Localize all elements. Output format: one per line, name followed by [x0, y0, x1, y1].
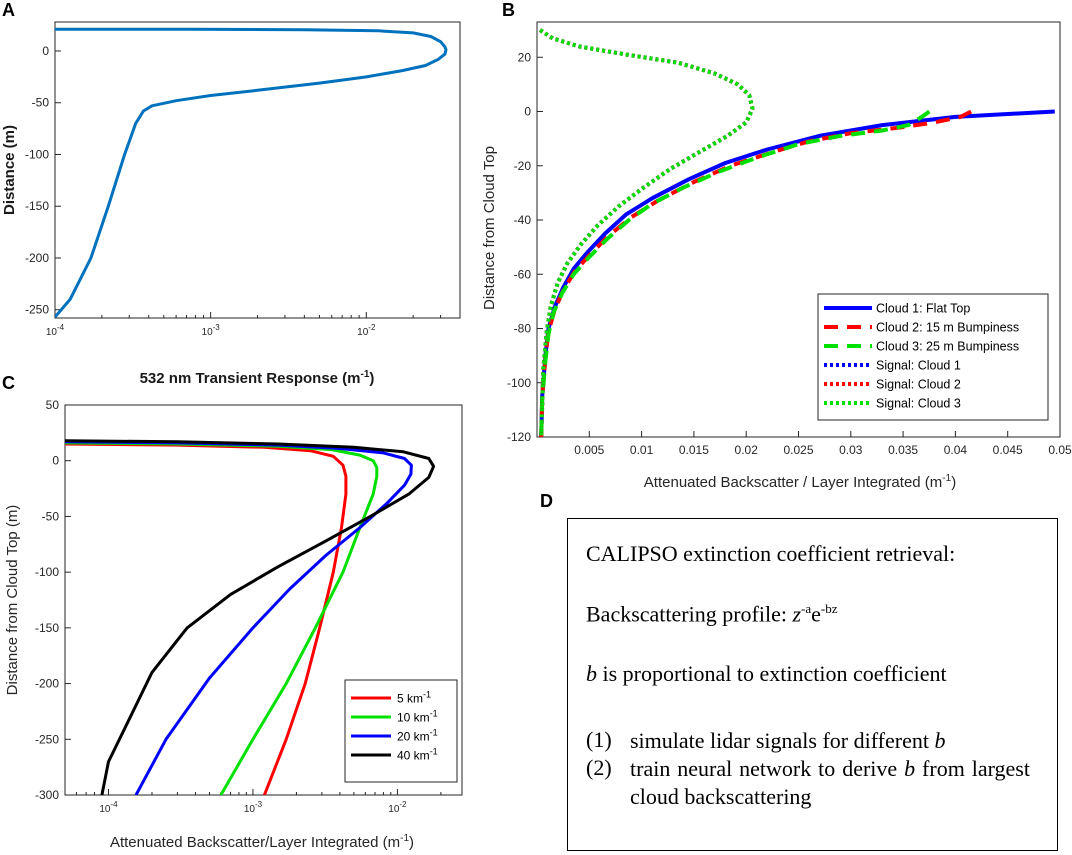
y-tick-label: -80 — [514, 322, 532, 336]
item-1-number: (1) — [586, 727, 612, 752]
x-axis-label-a: 532 nm Transient Response (m-1) — [140, 369, 375, 387]
x-tick-label: 10-2 — [357, 323, 376, 338]
y-tick-label: -200 — [25, 251, 49, 265]
b-statement-text: is proportional to extinction coefficien… — [597, 661, 947, 686]
y-tick-label: -100 — [507, 376, 531, 390]
y-tick-label: -120 — [507, 430, 531, 444]
y-tick-label: -60 — [514, 267, 532, 281]
x-tick-label: 0.03 — [839, 443, 863, 457]
b-variable: b — [586, 661, 597, 686]
y-tick-label: 0 — [52, 454, 59, 468]
series-line-b-3 — [539, 109, 931, 437]
legend-c: 5 km-1 10 km-1 20 km-1 40 km-1 — [344, 679, 458, 783]
y-tick-label: -150 — [35, 621, 59, 635]
y-tick-label: -50 — [42, 509, 60, 523]
x-tick-label: 0.015 — [679, 443, 709, 457]
y-tick-label: -150 — [25, 199, 49, 213]
panel-letter-a: A — [2, 0, 15, 20]
item-2-body-b: from largest cloud backscattering — [630, 756, 1030, 809]
item-1-text: simulate lidar signals for different b — [630, 727, 1030, 755]
legend-label-3: Cloud 3: 25 m Bumpiness — [876, 340, 1019, 354]
chart-b: 0.005 0.01 0.015 0.02 0.025 0.03 0.035 0.04 0.04… — [481, 21, 1072, 491]
axes-box-a — [54, 21, 461, 319]
y-tick-label: 0 — [524, 105, 531, 119]
panel-letter-c: C — [2, 373, 15, 393]
y-tick-label: -250 — [25, 303, 49, 317]
x-tick-label: 0.045 — [993, 443, 1023, 457]
legend-label-5: Signal: Cloud 2 — [876, 378, 961, 392]
panel-d-title: CALIPSO extinction coefficient retrieval… — [586, 541, 956, 566]
x-axis-label-c: Attenuated Backscatter/Layer Integrated … — [110, 833, 414, 851]
y-tick-label: -200 — [35, 677, 59, 691]
panel-letter-d: D — [540, 491, 553, 511]
legend-label-1: Cloud 1: Flat Top — [876, 302, 970, 316]
x-tick-label: 10-4 — [46, 323, 65, 338]
item-2-var: b — [904, 756, 916, 781]
profile-e: e — [811, 601, 821, 627]
panel-letter-b: B — [502, 0, 515, 20]
x-tick-label: 10-4 — [99, 800, 118, 815]
profile-exp-bz: -bz — [820, 601, 838, 616]
legend-label-4: Signal: Cloud 1 — [876, 359, 961, 373]
x-tick-label: 10-3 — [202, 323, 221, 338]
legend-label-1: 5 km-1 — [397, 690, 431, 706]
y-tick-label: 50 — [46, 398, 60, 412]
y-tick-label: -250 — [35, 732, 59, 746]
item-2-body-a: train neural network to derive — [630, 756, 905, 781]
series-line-a-1 — [55, 27, 448, 318]
y-tick-label: -100 — [25, 147, 49, 161]
legend-label-2: Cloud 2: 15 m Bumpiness — [876, 321, 1019, 335]
legend-b: Cloud 1: Flat Top Cloud 2: 15 m Bumpiness… — [817, 293, 1049, 421]
x-tick-label: 0.04 — [944, 443, 968, 457]
series-line-c-2 — [65, 441, 379, 795]
chart-c: 10-4 10-3 10-2 50 0 -50 -100 -150 -200 -250 -300 At… — [4, 398, 463, 851]
profile-exp-a: -a — [801, 601, 812, 616]
item-1-body: simulate lidar signals for different — [630, 728, 935, 753]
y-tick-label: 0 — [42, 44, 49, 58]
legend-label-3: 20 km-1 — [397, 728, 438, 744]
series-line-b-4 — [539, 28, 755, 437]
legend-label-2: 10 km-1 — [397, 709, 438, 725]
y-tick-label: 20 — [518, 50, 532, 64]
item-1-var: b — [934, 728, 946, 753]
series-line-b-5 — [539, 28, 755, 437]
item-2-text: train neural network to derive b from la… — [630, 755, 1030, 811]
y-axis-label-b: Distance from Cloud Top — [481, 146, 498, 310]
x-tick-label: 0.005 — [574, 443, 604, 457]
y-tick-label: -40 — [514, 213, 532, 227]
y-tick-label: -50 — [32, 96, 50, 110]
axes-box-c — [64, 404, 463, 796]
legend-label-4: 40 km-1 — [397, 747, 438, 763]
x-axis-label-b: Attenuated Backscatter / Layer Integrate… — [644, 473, 956, 491]
legend-label-6: Signal: Cloud 3 — [876, 397, 961, 411]
chart-a: 10-4 10-3 10-2 0 -50 -100 -150 -200 -250 532 nm T… — [1, 21, 461, 387]
y-tick-label: -100 — [35, 565, 59, 579]
item-2-number: (2) — [586, 755, 612, 780]
y-axis-label-a: Distance (m) — [1, 125, 18, 215]
x-tick-label: 10-3 — [244, 800, 263, 815]
panel-d-b-statement: b is proportional to extinction coeffici… — [586, 661, 947, 687]
panel-d-profile: Backscattering profile: z-ae-bz — [586, 601, 838, 627]
x-tick-label: 0.02 — [735, 443, 759, 457]
profile-z: z — [792, 601, 802, 627]
panel-d-textbox: CALIPSO extinction coefficient retrieval… — [567, 518, 1058, 851]
x-tick-label: 0.025 — [783, 443, 813, 457]
y-tick-label: -300 — [35, 788, 59, 802]
series-line-c-4 — [65, 439, 436, 795]
x-tick-label: 0.05 — [1048, 443, 1072, 457]
x-tick-label: 0.035 — [888, 443, 918, 457]
y-tick-label: -20 — [514, 159, 532, 173]
series-line-c-1 — [65, 442, 348, 795]
x-tick-label: 10-2 — [388, 800, 407, 815]
y-axis-label-c: Distance from Cloud Top (m) — [4, 505, 21, 696]
series-line-b-6 — [539, 28, 755, 437]
x-tick-label: 0.01 — [630, 443, 654, 457]
profile-label: Backscattering profile: — [586, 601, 793, 627]
series-line-c-3 — [65, 440, 413, 795]
